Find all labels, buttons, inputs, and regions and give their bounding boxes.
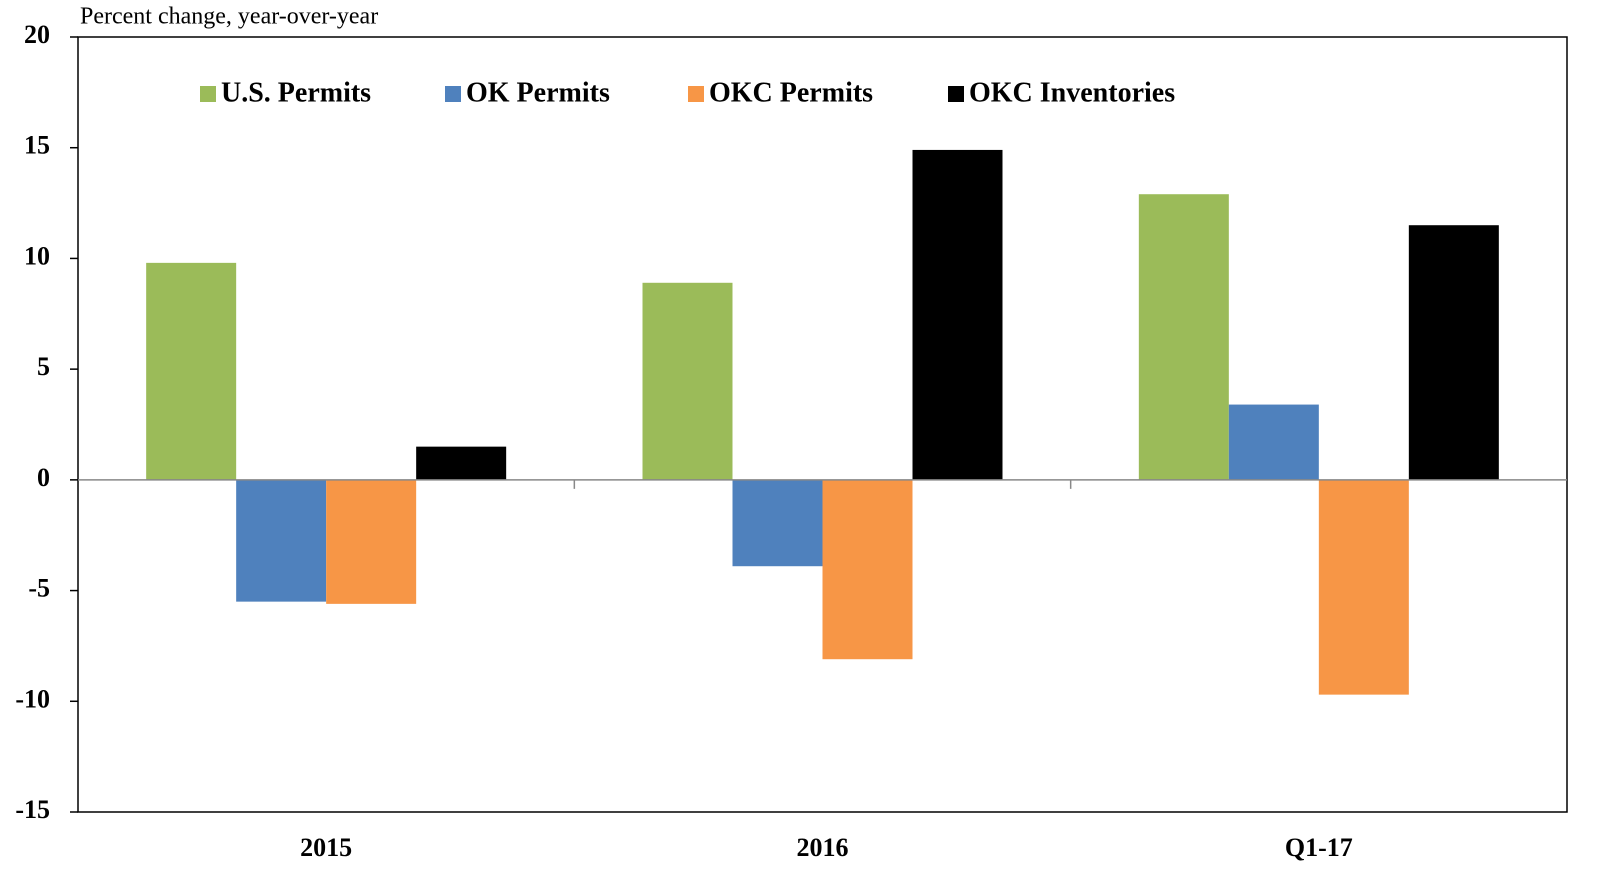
y-tick-label: 5 bbox=[37, 352, 50, 381]
y-tick-label: 20 bbox=[24, 20, 50, 49]
bar bbox=[1228, 404, 1319, 480]
legend-swatch bbox=[688, 86, 704, 102]
bar bbox=[1408, 225, 1499, 480]
y-tick-label: -10 bbox=[15, 684, 50, 713]
y-tick-label: 15 bbox=[24, 131, 50, 160]
bar bbox=[822, 479, 913, 660]
bar bbox=[1138, 194, 1229, 480]
bar bbox=[912, 149, 1003, 480]
bar bbox=[236, 479, 327, 602]
bar bbox=[416, 446, 507, 480]
y-tick-label: -15 bbox=[15, 795, 50, 824]
y-tick-label: 10 bbox=[24, 241, 50, 270]
bar bbox=[1318, 479, 1409, 695]
x-tick-label: 2015 bbox=[300, 833, 352, 862]
bar bbox=[642, 282, 733, 480]
x-tick-label: Q1-17 bbox=[1285, 833, 1353, 862]
x-tick-label: 2016 bbox=[797, 833, 849, 862]
legend-swatch bbox=[200, 86, 216, 102]
y-axis-label: Percent change, year-over-year bbox=[80, 4, 378, 30]
legend-label: OKC Permits bbox=[709, 77, 873, 108]
bar bbox=[326, 479, 417, 604]
plot-frame bbox=[77, 36, 1568, 813]
bar bbox=[146, 262, 237, 480]
legend-swatch bbox=[445, 86, 461, 102]
legend-swatch bbox=[948, 86, 964, 102]
legend-label: OKC Inventories bbox=[969, 77, 1175, 108]
legend-label: OK Permits bbox=[466, 77, 610, 108]
legend-label: U.S. Permits bbox=[221, 77, 371, 108]
y-tick-label: 0 bbox=[37, 463, 50, 492]
y-tick-label: -5 bbox=[28, 574, 50, 603]
bar bbox=[732, 479, 823, 567]
